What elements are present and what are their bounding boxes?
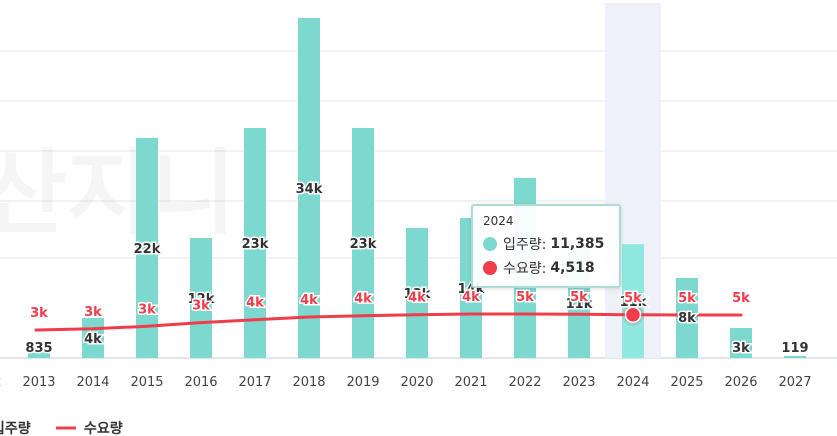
x-tick-label: 2018 — [292, 375, 325, 390]
watermark: 산지니 — [0, 140, 236, 247]
x-tick-label: 2017 — [238, 375, 271, 390]
bar-label-2018: 34k — [296, 182, 323, 197]
watermark-text: 산지니 — [0, 140, 236, 247]
line-label-2018: 4k — [300, 293, 318, 308]
bar-2020 — [406, 228, 428, 358]
tooltip-label: 입주량: — [503, 237, 547, 253]
tooltip-label: 수요량: — [503, 261, 547, 277]
x-tick-label: 2013 — [22, 375, 55, 390]
line-label-2014: 3k — [84, 305, 102, 320]
line-label-2016: 3k — [192, 299, 210, 314]
tooltip: 2024 입주량: 11,385 수요량: 4,518 — [471, 204, 621, 288]
demand-dot-icon — [483, 261, 497, 275]
line-label-2025: 5k — [678, 291, 696, 306]
bar-label-2016: 12k — [188, 292, 215, 307]
tooltip-row-demand: 수요량: 4,518 — [483, 258, 609, 278]
demand-line-path — [34, 312, 743, 332]
bar-2017 — [244, 128, 266, 358]
line-label-2020: 4k — [408, 291, 426, 306]
line-label-2013: 3k — [30, 306, 48, 321]
x-tick-label: 2023 — [562, 375, 595, 390]
legend-label-supply: 입주량 — [0, 421, 31, 436]
bar-label-2017: 23k — [242, 237, 269, 252]
bar-2025 — [676, 278, 698, 358]
bar-label-2023: 11k — [566, 297, 593, 312]
x-tick-label: 2020 — [400, 375, 433, 390]
x-tick-label: 2026 — [724, 375, 757, 390]
line-label-2015: 3k — [138, 302, 156, 317]
demand-point-2024 — [624, 306, 642, 324]
line-label-2026: 5k — [732, 291, 750, 306]
x-tick-label: 2016 — [184, 375, 217, 390]
legend: 입주량 수요량 — [0, 421, 123, 436]
bar-2015 — [136, 138, 158, 358]
tooltip-title: 2024 — [483, 214, 514, 228]
line-label-2017: 4k — [246, 296, 264, 311]
demand-line — [34, 303, 743, 332]
x-tick-label: 2019 — [346, 375, 379, 390]
x-tick-label: 2012 — [0, 375, 2, 390]
line-label-2019: 4k — [354, 292, 372, 307]
bar-label-2025: 8k — [678, 311, 696, 326]
tooltip-value: 11,385 — [550, 236, 605, 252]
bar-label-2024: 11k — [620, 295, 647, 310]
legend-label-demand: 수요량 — [84, 421, 123, 436]
x-tick-label: 2021 — [454, 375, 487, 390]
bar-label-2013: 835 — [25, 341, 52, 356]
tooltip-value: 4,518 — [550, 260, 595, 276]
line-label-2024: 5k — [624, 291, 642, 306]
data-labels: 8354k22k12k23k34k23k13k14k18k11k11k8k3k1… — [24, 181, 810, 358]
x-tick-label: 2024 — [616, 375, 649, 390]
bar-2024 — [622, 244, 644, 358]
bar-label-2027: 119 — [781, 341, 808, 356]
supply-dot-icon — [483, 237, 497, 251]
x-axis: 2012 2013 2014 2015 2016 2017 2018 2019 2020 2021… — [0, 375, 812, 390]
bar-label-2015: 22k — [134, 242, 161, 257]
x-tick-label: 2027 — [778, 375, 811, 390]
line-label-2022: 5k — [516, 290, 534, 305]
x-tick-label: 2022 — [508, 375, 541, 390]
line-label-2023: 5k — [570, 290, 588, 305]
x-tick-label: 2014 — [76, 375, 109, 390]
line-label-2021: 4k — [462, 290, 480, 305]
bar-label-2019: 23k — [350, 237, 377, 252]
bar-label-2020: 13k — [404, 287, 431, 302]
bar-2013 — [28, 349, 50, 358]
bar-2019 — [352, 128, 374, 358]
bar-2026 — [730, 328, 752, 358]
bar-2016 — [190, 238, 212, 358]
bar-label-2014: 4k — [84, 332, 102, 347]
tooltip-row-supply: 입주량: 11,385 — [483, 234, 609, 254]
x-tick-label: 2015 — [130, 375, 163, 390]
x-tick-label: 2025 — [670, 375, 703, 390]
bar-2027 — [784, 356, 806, 358]
bar-label-2026: 3k — [732, 341, 750, 356]
bar-2018 — [298, 18, 320, 358]
